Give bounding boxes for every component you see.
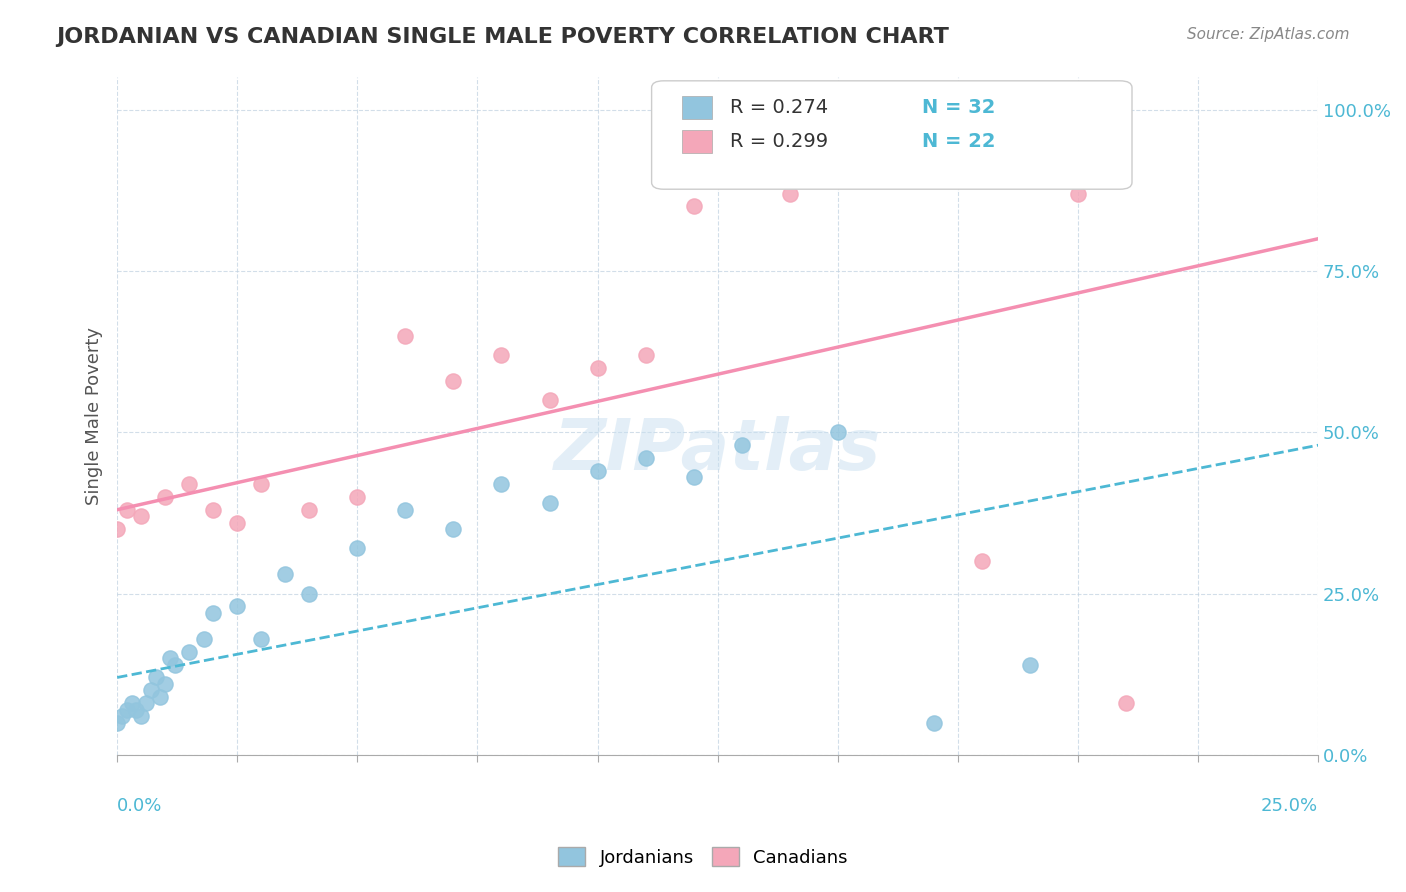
Point — [111, 709, 134, 723]
Point — [827, 425, 849, 440]
Point — [155, 677, 177, 691]
Point — [159, 651, 181, 665]
Point — [779, 186, 801, 201]
Point — [970, 554, 993, 568]
Point — [298, 502, 321, 516]
Bar — [682, 95, 711, 120]
Point — [346, 490, 368, 504]
Point — [129, 709, 152, 723]
Point — [193, 632, 215, 646]
Text: N = 22: N = 22 — [922, 132, 995, 152]
Legend: Jordanians, Canadians: Jordanians, Canadians — [551, 840, 855, 874]
Point — [115, 703, 138, 717]
Point — [1067, 186, 1090, 201]
Point — [179, 477, 201, 491]
Point — [634, 451, 657, 466]
Point — [298, 586, 321, 600]
Y-axis label: Single Male Poverty: Single Male Poverty — [86, 327, 103, 505]
Point — [394, 502, 416, 516]
Point — [1019, 657, 1042, 672]
Point — [346, 541, 368, 556]
Point — [115, 502, 138, 516]
Point — [491, 348, 513, 362]
Point — [922, 715, 945, 730]
Text: JORDANIAN VS CANADIAN SINGLE MALE POVERTY CORRELATION CHART: JORDANIAN VS CANADIAN SINGLE MALE POVERT… — [56, 27, 949, 46]
Point — [682, 470, 704, 484]
Point — [538, 496, 561, 510]
Point — [250, 632, 273, 646]
Point — [491, 477, 513, 491]
Point — [1115, 696, 1137, 710]
Text: 25.0%: 25.0% — [1261, 797, 1319, 814]
Text: 0.0%: 0.0% — [117, 797, 163, 814]
FancyBboxPatch shape — [651, 81, 1132, 189]
Point — [129, 509, 152, 524]
Point — [443, 374, 465, 388]
Text: R = 0.274: R = 0.274 — [730, 98, 828, 118]
Point — [121, 696, 143, 710]
Point — [731, 438, 754, 452]
Point — [139, 683, 162, 698]
Point — [586, 464, 609, 478]
Point — [179, 645, 201, 659]
Bar — [682, 129, 711, 153]
Point — [125, 703, 148, 717]
Point — [135, 696, 157, 710]
Point — [155, 490, 177, 504]
Point — [274, 567, 297, 582]
Point — [202, 606, 225, 620]
Point — [149, 690, 172, 704]
Point — [875, 154, 897, 169]
Point — [226, 599, 249, 614]
Point — [145, 670, 167, 684]
Point — [634, 348, 657, 362]
Text: N = 32: N = 32 — [922, 98, 995, 118]
Point — [202, 502, 225, 516]
Text: Source: ZipAtlas.com: Source: ZipAtlas.com — [1187, 27, 1350, 42]
Point — [250, 477, 273, 491]
Point — [538, 392, 561, 407]
Text: ZIPatlas: ZIPatlas — [554, 416, 882, 484]
Point — [105, 522, 128, 536]
Point — [163, 657, 186, 672]
Point — [226, 516, 249, 530]
Point — [682, 199, 704, 213]
Text: R = 0.299: R = 0.299 — [730, 132, 828, 152]
Point — [394, 328, 416, 343]
Point — [586, 360, 609, 375]
Point — [443, 522, 465, 536]
Point — [105, 715, 128, 730]
